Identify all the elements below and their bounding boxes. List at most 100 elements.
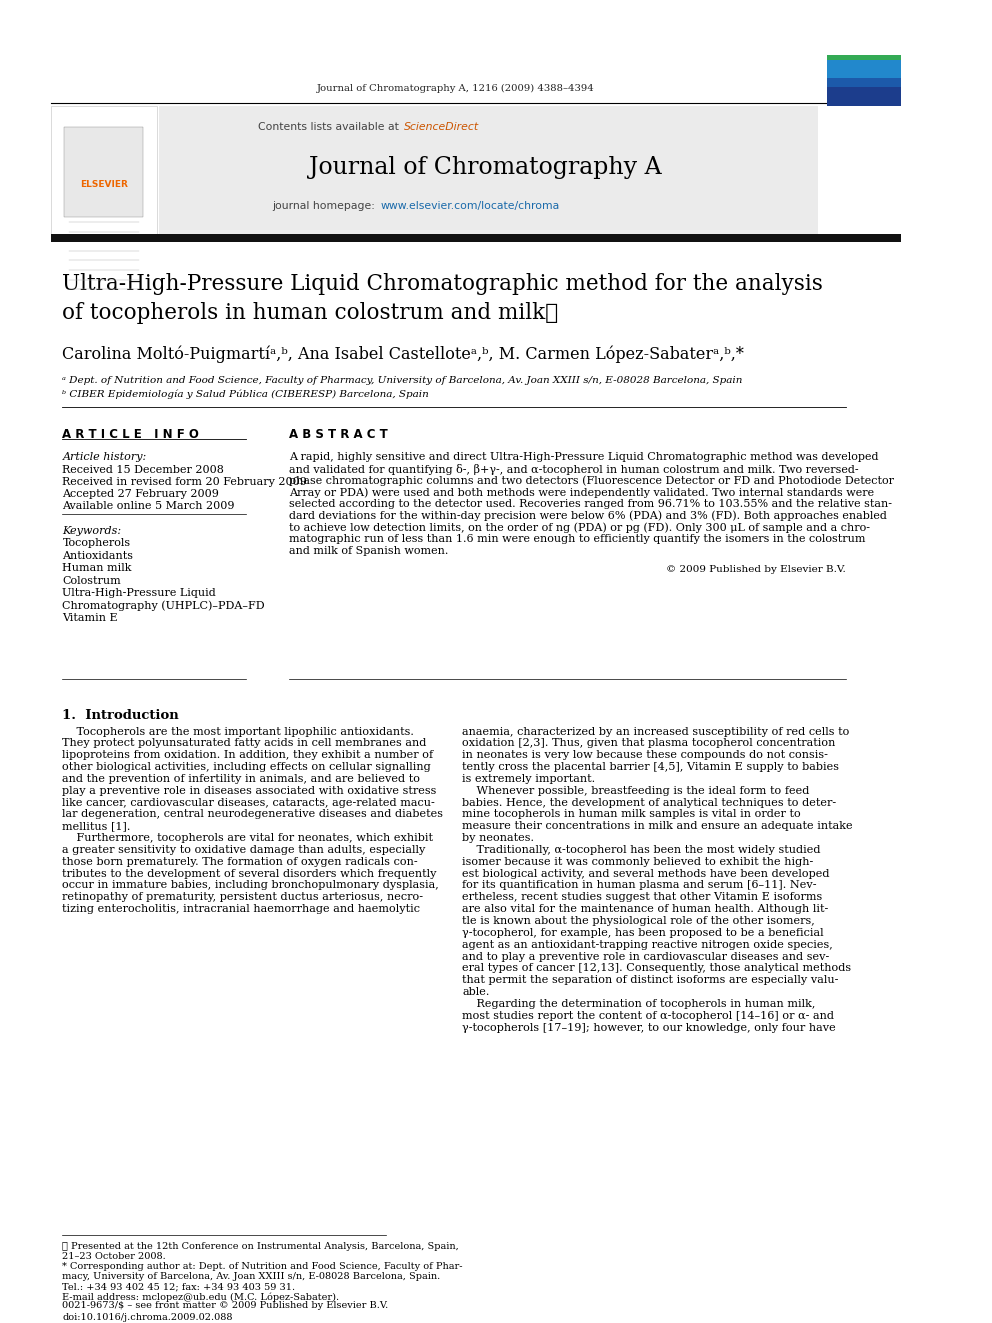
Text: Tel.: +34 93 402 45 12; fax: +34 93 403 59 31.: Tel.: +34 93 402 45 12; fax: +34 93 403 …	[62, 1282, 296, 1291]
Text: those born prematurely. The formation of oxygen radicals con-: those born prematurely. The formation of…	[62, 857, 418, 867]
Text: for its quantification in human plasma and serum [6–11]. Nev-: for its quantification in human plasma a…	[462, 880, 816, 890]
Text: Colostrum: Colostrum	[62, 576, 121, 586]
Text: a greater sensitivity to oxidative damage than adults, especially: a greater sensitivity to oxidative damag…	[62, 845, 426, 855]
Text: ᵇ CIBER Epidemiología y Salud Pública (CIBERESP) Barcelona, Spain: ᵇ CIBER Epidemiología y Salud Pública (C…	[62, 389, 430, 398]
Text: Received 15 December 2008: Received 15 December 2008	[62, 464, 224, 475]
Bar	[51, 234, 901, 242]
Text: in neonates is very low because these compounds do not consis-: in neonates is very low because these co…	[462, 750, 828, 761]
Bar	[827, 97, 901, 106]
Text: 1.  Introduction: 1. Introduction	[62, 709, 180, 722]
Text: matographic run of less than 1.6 min were enough to efficiently quantify the iso: matographic run of less than 1.6 min wer…	[290, 534, 866, 544]
Text: www.elsevier.com/locate/chroma: www.elsevier.com/locate/chroma	[381, 201, 559, 210]
Bar	[827, 50, 901, 60]
Text: phase chromatographic columns and two detectors (Fluorescence Detector or FD and: phase chromatographic columns and two de…	[290, 476, 895, 487]
Text: ELSEVIER: ELSEVIER	[80, 180, 128, 189]
Text: Whenever possible, breastfeeding is the ideal form to feed: Whenever possible, breastfeeding is the …	[462, 786, 809, 795]
Bar	[827, 78, 901, 87]
Text: Contents lists available at: Contents lists available at	[258, 122, 403, 132]
Text: Array or PDA) were used and both methods were independently validated. Two inter: Array or PDA) were used and both methods…	[290, 487, 875, 497]
Text: most studies report the content of α-tocopherol [14–16] or α- and: most studies report the content of α-toc…	[462, 1011, 834, 1021]
Text: anaemia, characterized by an increased susceptibility of red cells to: anaemia, characterized by an increased s…	[462, 726, 849, 737]
Text: ScienceDirect: ScienceDirect	[405, 122, 479, 132]
Text: and validated for quantifying δ-, β+γ-, and α-tocopherol in human colostrum and : and validated for quantifying δ-, β+γ-, …	[290, 464, 859, 475]
Text: lar degeneration, central neurodegenerative diseases and diabetes: lar degeneration, central neurodegenerat…	[62, 810, 443, 819]
Text: Antioxidants: Antioxidants	[62, 550, 134, 561]
Text: that permit the separation of distinct isoforms are especially valu-: that permit the separation of distinct i…	[462, 975, 838, 986]
Text: and milk of Spanish women.: and milk of Spanish women.	[290, 545, 448, 556]
Text: E-mail address: mclopez@ub.edu (M.C. López-Sabater).: E-mail address: mclopez@ub.edu (M.C. Lóp…	[62, 1293, 339, 1302]
Text: tle is known about the physiological role of the other isomers,: tle is known about the physiological rol…	[462, 916, 815, 926]
Text: Article history:: Article history:	[62, 452, 147, 463]
Text: are also vital for the maintenance of human health. Although lit-: are also vital for the maintenance of hu…	[462, 904, 828, 914]
Text: babies. Hence, the development of analytical techniques to deter-: babies. Hence, the development of analyt…	[462, 798, 836, 807]
Text: tributes to the development of several disorders which frequently: tributes to the development of several d…	[62, 869, 437, 878]
Text: macy, University of Barcelona, Av. Joan XXIII s/n, E-08028 Barcelona, Spain.: macy, University of Barcelona, Av. Joan …	[62, 1273, 440, 1281]
Text: Journal of Chromatography A, 1216 (2009) 4388–4394: Journal of Chromatography A, 1216 (2009)…	[317, 83, 595, 93]
Text: Furthermore, tocopherols are vital for neonates, which exhibit: Furthermore, tocopherols are vital for n…	[62, 833, 434, 843]
Text: Carolina Moltó-Puigmartíᵃ,ᵇ, Ana Isabel Castelloteᵃ,ᵇ, M. Carmen López-Sabaterᵃ,: Carolina Moltó-Puigmartíᵃ,ᵇ, Ana Isabel …	[62, 345, 744, 363]
Text: 0021-9673/$ – see front matter © 2009 Published by Elsevier B.V.: 0021-9673/$ – see front matter © 2009 Pu…	[62, 1302, 389, 1310]
Text: γ-tocopherol, for example, has been proposed to be a beneficial: γ-tocopherol, for example, has been prop…	[462, 927, 824, 938]
Text: journal homepage:: journal homepage:	[272, 201, 379, 210]
Bar	[827, 4, 901, 13]
Text: Vitamin E: Vitamin E	[62, 613, 118, 623]
Text: isomer because it was commonly believed to exhibit the high-: isomer because it was commonly believed …	[462, 857, 813, 867]
Text: Tocopherols: Tocopherols	[62, 538, 131, 548]
Text: mellitus [1].: mellitus [1].	[62, 822, 131, 831]
Text: A rapid, highly sensitive and direct Ultra-High-Pressure Liquid Chromatographic : A rapid, highly sensitive and direct Ult…	[290, 452, 879, 463]
Bar	[827, 60, 901, 69]
Text: lipoproteins from oxidation. In addition, they exhibit a number of: lipoproteins from oxidation. In addition…	[62, 750, 434, 761]
Bar	[64, 127, 144, 217]
Text: A B S T R A C T: A B S T R A C T	[290, 427, 388, 441]
Text: est biological activity, and several methods have been developed: est biological activity, and several met…	[462, 869, 829, 878]
Text: mine tocopherols in human milk samples is vital in order to: mine tocopherols in human milk samples i…	[462, 810, 801, 819]
Text: Received in revised form 20 February 2009: Received in revised form 20 February 200…	[62, 476, 308, 487]
Text: able.: able.	[462, 987, 490, 998]
Text: like cancer, cardiovascular diseases, cataracts, age-related macu-: like cancer, cardiovascular diseases, ca…	[62, 798, 435, 807]
Text: Available online 5 March 2009: Available online 5 March 2009	[62, 500, 235, 511]
Text: Ultra-High-Pressure Liquid: Ultra-High-Pressure Liquid	[62, 587, 216, 598]
Text: play a preventive role in diseases associated with oxidative stress: play a preventive role in diseases assoc…	[62, 786, 436, 795]
Text: Human milk: Human milk	[62, 564, 132, 573]
Bar	[51, 106, 157, 234]
Text: Keywords:: Keywords:	[62, 527, 122, 536]
Text: tently cross the placental barrier [4,5], Vitamin E supply to babies: tently cross the placental barrier [4,5]…	[462, 762, 839, 773]
Text: retinopathy of prematurity, persistent ductus arteriosus, necro-: retinopathy of prematurity, persistent d…	[62, 892, 424, 902]
Bar	[827, 0, 901, 8]
Text: dard deviations for the within-day precision were below 6% (PDA) and 3% (FD). Bo: dard deviations for the within-day preci…	[290, 511, 888, 521]
Bar	[827, 69, 901, 78]
Text: selected according to the detector used. Recoveries ranged from 96.71% to 103.55: selected according to the detector used.…	[290, 499, 893, 509]
Text: ⋆ Presented at the 12th Conference on Instrumental Analysis, Barcelona, Spain,: ⋆ Presented at the 12th Conference on In…	[62, 1242, 459, 1252]
Text: to achieve low detection limits, on the order of ng (PDA) or pg (FD). Only 300 μ: to achieve low detection limits, on the …	[290, 523, 871, 533]
Text: of tocopherols in human colostrum and milk⋆: of tocopherols in human colostrum and mi…	[62, 302, 558, 324]
Text: agent as an antioxidant-trapping reactive nitrogen oxide species,: agent as an antioxidant-trapping reactiv…	[462, 939, 833, 950]
Text: tizing enterocholitis, intracranial haemorrhage and haemolytic: tizing enterocholitis, intracranial haem…	[62, 904, 421, 914]
Text: Journal of Chromatography A: Journal of Chromatography A	[309, 156, 662, 180]
Text: Traditionally, α-tocopherol has been the most widely studied: Traditionally, α-tocopherol has been the…	[462, 845, 820, 855]
Text: doi:10.1016/j.chroma.2009.02.088: doi:10.1016/j.chroma.2009.02.088	[62, 1312, 233, 1322]
Text: and the prevention of infertility in animals, and are believed to: and the prevention of infertility in ani…	[62, 774, 421, 783]
Bar	[827, 87, 901, 97]
Text: measure their concentrations in milk and ensure an adequate intake: measure their concentrations in milk and…	[462, 822, 853, 831]
Text: Ultra-High-Pressure Liquid Chromatographic method for the analysis: Ultra-High-Pressure Liquid Chromatograph…	[62, 273, 823, 295]
Text: other biological activities, including effects on cellular signalling: other biological activities, including e…	[62, 762, 432, 773]
Text: ᵃ Dept. of Nutrition and Food Science, Faculty of Pharmacy, University of Barcel: ᵃ Dept. of Nutrition and Food Science, F…	[62, 376, 743, 385]
Text: They protect polyunsaturated fatty acids in cell membranes and: They protect polyunsaturated fatty acids…	[62, 738, 427, 749]
Text: occur in immature babies, including bronchopulmonary dysplasia,: occur in immature babies, including bron…	[62, 880, 439, 890]
Bar	[827, 0, 901, 4]
Text: ertheless, recent studies suggest that other Vitamin E isoforms: ertheless, recent studies suggest that o…	[462, 892, 822, 902]
Text: is extremely important.: is extremely important.	[462, 774, 595, 783]
Text: A R T I C L E   I N F O: A R T I C L E I N F O	[62, 427, 199, 441]
Text: Tocopherols are the most important lipophilic antioxidants.: Tocopherols are the most important lipop…	[62, 726, 415, 737]
Text: © 2009 Published by Elsevier B.V.: © 2009 Published by Elsevier B.V.	[666, 565, 845, 574]
Bar	[827, 13, 901, 22]
Text: Chromatography (UHPLC)–PDA–FD: Chromatography (UHPLC)–PDA–FD	[62, 601, 265, 611]
Text: eral types of cancer [12,13]. Consequently, those analytical methods: eral types of cancer [12,13]. Consequent…	[462, 963, 851, 974]
Text: Regarding the determination of tocopherols in human milk,: Regarding the determination of tocophero…	[462, 999, 815, 1009]
Text: * Corresponding author at: Dept. of Nutrition and Food Science, Faculty of Phar-: * Corresponding author at: Dept. of Nutr…	[62, 1262, 463, 1271]
Bar	[159, 106, 818, 234]
Text: and to play a preventive role in cardiovascular diseases and sev-: and to play a preventive role in cardiov…	[462, 951, 829, 962]
Text: by neonates.: by neonates.	[462, 833, 535, 843]
Text: Accepted 27 February 2009: Accepted 27 February 2009	[62, 488, 219, 499]
Bar	[827, 22, 901, 32]
